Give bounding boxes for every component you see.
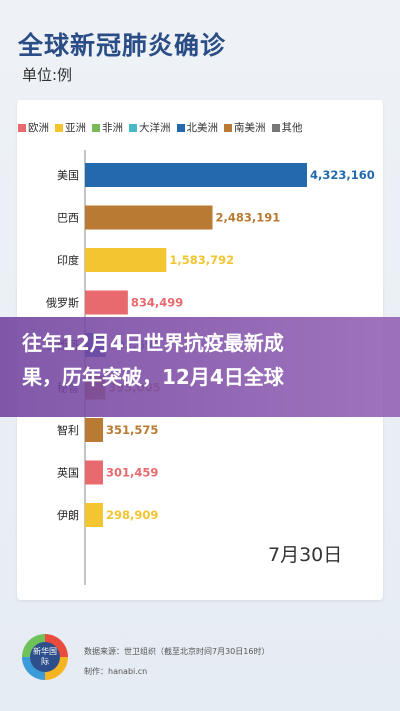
legend-label: 北美洲 <box>186 122 219 134</box>
legend-swatch <box>92 123 100 132</box>
legend-item: 南美洲 <box>224 120 266 135</box>
legend-item: 非洲 <box>92 120 123 135</box>
headline-text[interactable]: 往年12月4日世界抗疫最新成 果，历年突破，12月4日全球 <box>22 326 400 394</box>
legend-swatch <box>129 123 137 132</box>
legend-label: 大洋洲 <box>139 122 171 134</box>
headline-line-2: 果，历年突破，12月4日全球 <box>22 365 284 389</box>
bar <box>85 163 307 187</box>
legend-swatch <box>18 123 26 132</box>
category-label: 智利 <box>57 423 79 437</box>
legend-swatch <box>224 123 232 132</box>
legend-label: 其他 <box>281 122 303 134</box>
value-label: 1,583,792 <box>169 253 234 267</box>
value-label: 2,483,191 <box>216 211 281 225</box>
category-label: 印度 <box>57 253 79 267</box>
chart-legend: 欧洲 亚洲 非洲 大洋洲 北美洲 南美洲 其他 <box>18 120 303 135</box>
legend-swatch <box>271 123 280 132</box>
value-label: 301,459 <box>106 466 158 480</box>
legend-swatch <box>55 123 63 132</box>
legend-swatch <box>176 123 185 132</box>
category-label: 英国 <box>57 466 79 480</box>
bar <box>85 503 103 527</box>
value-label: 298,909 <box>106 508 158 522</box>
legend-label: 欧洲 <box>28 122 49 134</box>
legend-item: 北美洲 <box>176 120 219 135</box>
legend-label: 南美洲 <box>234 122 266 134</box>
value-label: 4,323,160 <box>310 168 375 182</box>
headline-overlay <box>0 317 400 417</box>
footer-logo-text: 新华国际 <box>30 642 60 672</box>
category-label: 俄罗斯 <box>46 297 79 310</box>
category-label: 美国 <box>57 169 79 182</box>
legend-item: 亚洲 <box>55 120 86 135</box>
category-label: 巴西 <box>57 212 79 225</box>
legend-label: 亚洲 <box>65 122 86 134</box>
bar <box>85 418 104 442</box>
legend-item: 大洋洲 <box>129 120 171 135</box>
bar <box>85 248 167 272</box>
bar <box>85 460 103 485</box>
legend-item: 欧洲 <box>18 120 49 135</box>
footer-design: 制作：hanabi.cn <box>84 667 148 676</box>
value-label: 351,575 <box>106 423 158 437</box>
legend-item: 其他 <box>271 120 303 135</box>
date-note: 7月30日 <box>268 544 343 566</box>
value-label: 834,499 <box>131 296 183 310</box>
headline-line-1: 往年12月4日世界抗疫最新成 <box>22 331 284 355</box>
category-label: 伊朗 <box>57 509 79 522</box>
legend-label: 非洲 <box>102 122 123 134</box>
footer-source: 数据来源：世卫组织（截至北京时间7月30日16时） <box>84 647 270 656</box>
page-title: 全球新冠肺炎确诊 <box>18 31 227 60</box>
unit-label: 单位:例 <box>22 66 73 84</box>
bar <box>85 205 213 230</box>
bar <box>85 290 128 315</box>
